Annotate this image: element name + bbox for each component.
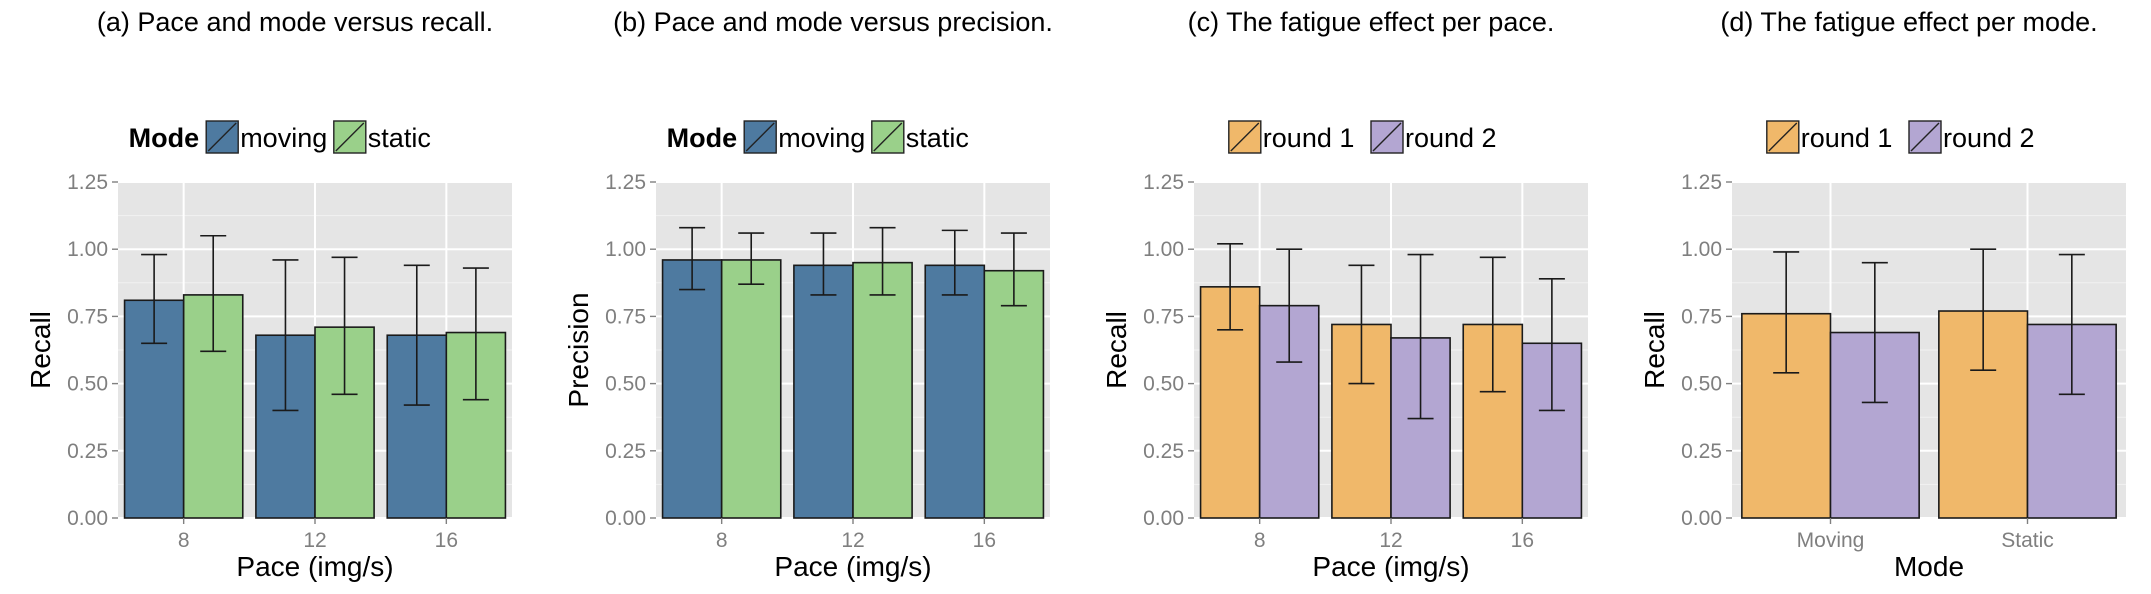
y-tick-label: 0.25 xyxy=(1681,440,1722,463)
legend: round 1 round 2 xyxy=(1228,120,1497,154)
y-tick-label: 0.00 xyxy=(605,507,646,530)
x-axis-title: Pace (img/s) xyxy=(774,551,931,582)
legend-key-slash xyxy=(1372,122,1402,152)
legend-key-slash xyxy=(1230,122,1260,152)
y-axis-title: Precision xyxy=(563,292,594,407)
bar xyxy=(924,264,986,519)
y-tick-label: 0.50 xyxy=(605,373,646,396)
y-tick-label: 0.75 xyxy=(605,305,646,328)
x-tick-label: 16 xyxy=(1511,529,1534,552)
legend: Mode moving static xyxy=(129,120,431,154)
y-axis-title: Recall xyxy=(1101,311,1132,389)
y-tick-label: 0.00 xyxy=(1143,507,1184,530)
y-tick-label: 0.00 xyxy=(1681,507,1722,530)
y-tick-label: 0.50 xyxy=(1143,373,1184,396)
x-tick-label: 8 xyxy=(178,529,190,552)
y-tick-label: 1.25 xyxy=(1681,171,1722,194)
legend-key-slash xyxy=(873,122,903,152)
y-tick-label: 0.75 xyxy=(67,305,108,328)
legend-label: moving xyxy=(778,123,865,153)
y-tick-label: 1.25 xyxy=(1143,171,1184,194)
legend-key-slash xyxy=(207,122,237,152)
y-tick-label: 1.00 xyxy=(1143,238,1184,261)
chart-caption: (d) The fatigue effect per mode. xyxy=(1720,7,2097,37)
legend-label: round 1 xyxy=(1263,123,1355,153)
bar xyxy=(793,264,854,519)
y-tick-label: 0.75 xyxy=(1681,305,1722,328)
x-tick-label: 12 xyxy=(1379,529,1402,552)
x-axis-title: Pace (img/s) xyxy=(236,551,393,582)
y-tick-label: 1.00 xyxy=(67,238,108,261)
legend-label: round 1 xyxy=(1801,123,1893,153)
y-axis-title: Recall xyxy=(25,311,56,389)
y-tick-label: 0.25 xyxy=(1143,440,1184,463)
y-tick-label: 1.00 xyxy=(1681,238,1722,261)
legend-label: round 2 xyxy=(1943,123,2035,153)
legend-title: Mode xyxy=(129,123,200,153)
y-tick-label: 0.75 xyxy=(1143,305,1184,328)
chart-caption: (c) The fatigue effect per pace. xyxy=(1188,7,1555,37)
x-tick-label: Moving xyxy=(1797,529,1865,552)
x-tick-label: 12 xyxy=(303,529,326,552)
chart-panel-a: (a) Pace and mode versus recall. Mode movi… xyxy=(25,7,512,582)
chart-caption: (b) Pace and mode versus precision. xyxy=(613,7,1053,37)
legend-key-slash xyxy=(1910,122,1940,152)
legend: round 1 round 2 xyxy=(1766,120,2035,154)
y-tick-label: 1.25 xyxy=(67,171,108,194)
y-tick-label: 1.00 xyxy=(605,238,646,261)
x-tick-label: 8 xyxy=(1254,529,1266,552)
bar xyxy=(852,261,913,519)
y-tick-label: 0.00 xyxy=(67,507,108,530)
y-tick-label: 0.25 xyxy=(67,440,108,463)
x-axis-title: Mode xyxy=(1894,551,1964,582)
bar xyxy=(661,259,723,519)
legend-label: static xyxy=(906,123,969,153)
y-axis-title: Recall xyxy=(1639,311,1670,389)
legend-label: static xyxy=(368,123,431,153)
bar xyxy=(720,259,782,519)
legend-key-slash xyxy=(745,122,775,152)
bar xyxy=(983,269,1045,519)
y-tick-label: 0.50 xyxy=(67,373,108,396)
chart-panel-b: (b) Pace and mode versus precision. Mode m… xyxy=(563,7,1053,582)
y-tick-label: 1.25 xyxy=(605,171,646,194)
legend-label: round 2 xyxy=(1405,123,1497,153)
y-tick-label: 0.50 xyxy=(1681,373,1722,396)
x-tick-label: 16 xyxy=(435,529,458,552)
x-tick-label: Static xyxy=(2001,529,2054,552)
legend: Mode moving static xyxy=(667,120,969,154)
x-tick-label: 12 xyxy=(841,529,864,552)
chart-caption: (a) Pace and mode versus recall. xyxy=(97,7,493,37)
y-tick-label: 0.25 xyxy=(605,440,646,463)
x-axis-title: Pace (img/s) xyxy=(1312,551,1469,582)
x-tick-label: 8 xyxy=(716,529,728,552)
legend-title: Mode xyxy=(667,123,738,153)
x-tick-label: 16 xyxy=(973,529,996,552)
legend-key-slash xyxy=(1768,122,1798,152)
legend-label: moving xyxy=(240,123,327,153)
legend-key-slash xyxy=(335,122,365,152)
